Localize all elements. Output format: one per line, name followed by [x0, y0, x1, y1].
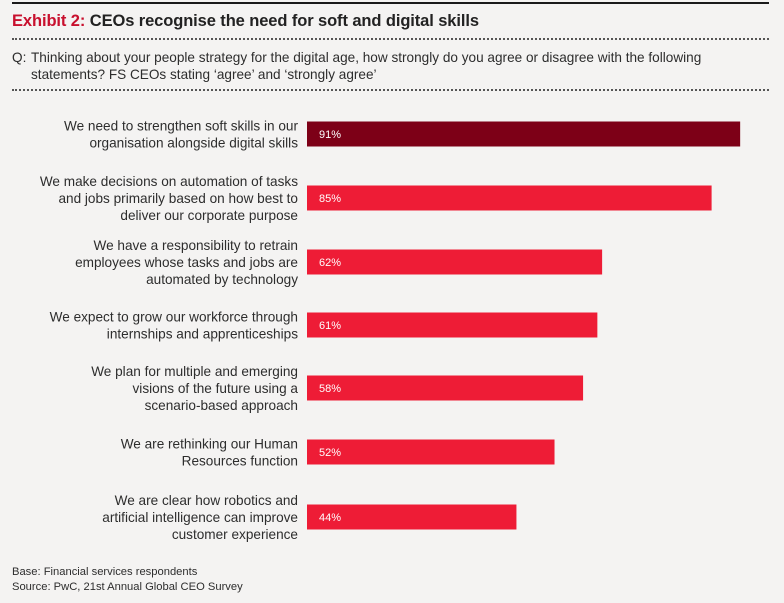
top-rule — [12, 2, 769, 4]
bar-row: We are clear how robotics and artificial … — [102, 493, 517, 542]
category-label-line: automated by technology — [146, 272, 298, 287]
category-label-line: internships and apprenticeships — [107, 326, 298, 341]
value-label: 91% — [319, 129, 341, 141]
bar-row: We expect to grow our workforce through i… — [50, 309, 598, 341]
bar-row: We plan for multiple and emerging visions… — [91, 364, 584, 413]
value-label: 85% — [319, 193, 341, 205]
category-label-line: artificial intelligence can improve — [102, 510, 298, 525]
category-label: We make decisions on automation of tasks… — [40, 174, 298, 223]
category-label-line: scenario-based approach — [145, 398, 298, 413]
value-label: 52% — [319, 447, 341, 459]
bar-row: We are rethinking our Human Resources fun… — [121, 436, 555, 468]
chart-title: Exhibit 2: CEOs recognise the need for s… — [12, 12, 479, 31]
question-prefix: Q: — [12, 50, 27, 65]
value-label: 58% — [319, 383, 341, 395]
category-label-line: We plan for multiple and emerging — [91, 364, 298, 379]
exhibit-label: Exhibit 2: — [12, 12, 86, 30]
base-note: Base: Financial services respondents — [12, 566, 198, 578]
bar-highlighted — [307, 121, 741, 147]
title-text: CEOs recognise the need for soft and dig… — [85, 12, 479, 30]
bar — [307, 439, 555, 465]
category-label-line: We need to strengthen soft skills in our — [64, 118, 298, 133]
bar-row: We have a responsibility to retrain emplo… — [75, 238, 603, 287]
chart-footer: Base: Financial services respondents Sou… — [12, 565, 243, 594]
category-label-line: We expect to grow our workforce through — [50, 309, 298, 324]
bar — [307, 249, 603, 275]
value-label: 44% — [319, 512, 341, 524]
category-label-line: We are clear how robotics and — [115, 493, 298, 508]
bar — [307, 312, 598, 338]
category-label-line: customer experience — [172, 527, 298, 542]
bar — [307, 375, 584, 401]
category-label-line: and jobs primarily based on how best to — [58, 191, 298, 206]
question-text: Thinking about your people strategy for … — [31, 50, 702, 82]
bar — [307, 504, 517, 530]
survey-question: Q: Thinking about your people strategy f… — [12, 50, 772, 83]
category-label: We have a responsibility to retrain emplo… — [75, 238, 298, 287]
category-label-line: We are rethinking our Human — [121, 436, 298, 451]
category-label-line: employees whose tasks and jobs are — [75, 255, 298, 270]
category-label-line: Resources function — [182, 453, 298, 468]
category-label: We need to strengthen soft skills in our… — [64, 118, 298, 150]
source-note: Source: PwC, 21st Annual Global CEO Surv… — [12, 580, 243, 593]
dotted-divider-top — [12, 38, 769, 40]
category-label-line: deliver our corporate purpose — [120, 208, 298, 223]
bar-row: We make decisions on automation of tasks… — [40, 174, 712, 223]
category-label-line: We have a responsibility to retrain — [93, 238, 298, 253]
category-label: We are rethinking our Human Resources fun… — [121, 436, 298, 468]
category-label-line: organisation alongside digital skills — [89, 135, 298, 150]
category-label-line: We make decisions on automation of tasks — [40, 174, 298, 189]
category-label: We plan for multiple and emerging visions… — [91, 364, 298, 413]
category-label: We expect to grow our workforce through i… — [50, 309, 299, 341]
bar-row: We need to strengthen soft skills in our… — [64, 118, 741, 150]
value-label: 61% — [319, 320, 341, 332]
category-label: We are clear how robotics and artificial … — [102, 493, 298, 542]
category-label-line: visions of the future using a — [133, 381, 299, 396]
dotted-divider-bottom — [12, 89, 769, 91]
value-label: 62% — [319, 257, 341, 269]
bar — [307, 185, 712, 211]
